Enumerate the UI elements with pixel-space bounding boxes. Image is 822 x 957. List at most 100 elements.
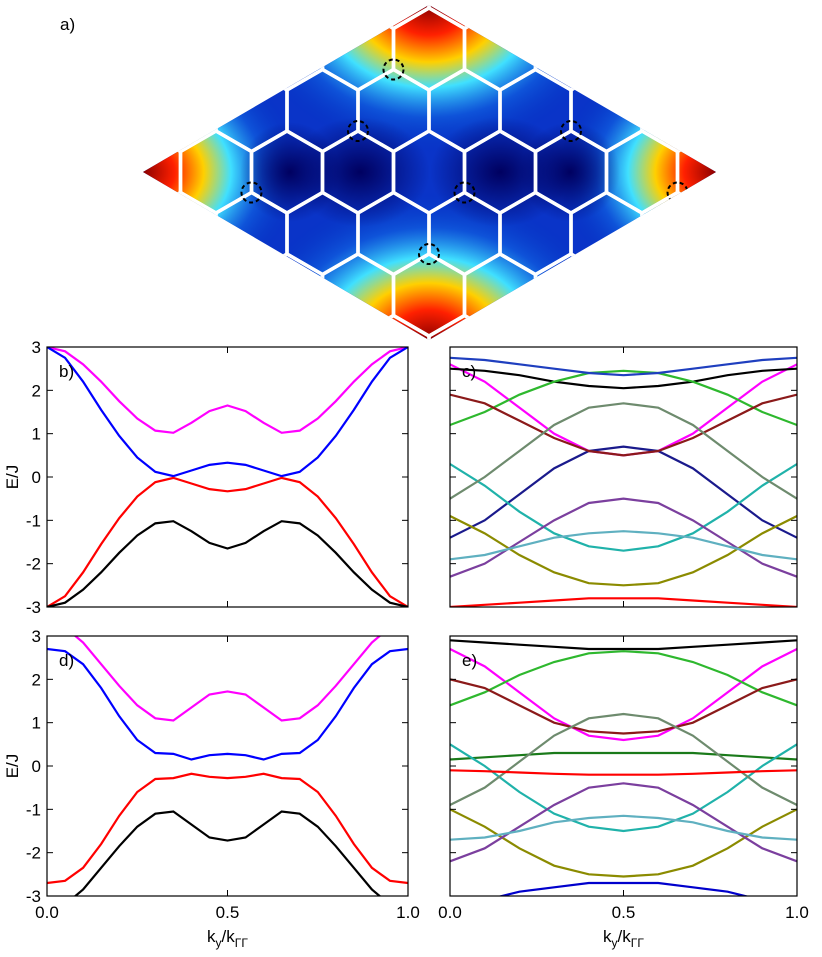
honeycomb-cell	[0, 8, 38, 90]
x-axis-label: ky/kΓΓ	[207, 927, 248, 950]
honeycomb-cell	[640, 5, 715, 31]
series-line	[47, 647, 408, 761]
y-tick-label: -1	[26, 511, 41, 530]
honeycomb-cell	[323, 377, 394, 459]
honeycomb-cell	[181, 377, 252, 459]
vertex-ring	[240, 181, 263, 204]
honeycomb-cell	[143, 313, 218, 340]
vertex-ring	[810, 60, 822, 80]
y-tick-label: -3	[26, 887, 41, 906]
honeycomb-cell	[604, 251, 680, 339]
series-line	[47, 347, 408, 434]
y-axis-label: E/J	[3, 465, 22, 490]
honeycomb-cell	[711, 5, 716, 31]
honeycomb-cell	[675, 5, 716, 93]
honeycomb-cell	[394, 377, 465, 459]
x-axis-label-part: /k	[618, 927, 632, 946]
honeycomb-cell	[3, 193, 74, 275]
honeycomb-cell	[38, 377, 109, 459]
y-tick-label: -1	[26, 800, 41, 819]
series-line	[450, 445, 797, 539]
series-line	[450, 650, 797, 707]
series-line	[450, 497, 797, 578]
series-line	[450, 530, 797, 561]
series-line	[450, 463, 797, 552]
honeycomb-cell	[498, 313, 573, 340]
panel-label: b)	[59, 362, 74, 381]
panel-label: d)	[59, 651, 74, 670]
series-line	[450, 751, 797, 761]
honeycomb-cell	[143, 5, 147, 31]
honeycomb-cell	[784, 0, 822, 29]
x-axis-label: ky/kΓΓ	[603, 927, 644, 950]
y-tick-label: 0	[32, 757, 41, 776]
vertex-ring	[418, 243, 440, 265]
series-line	[450, 369, 797, 427]
honeycomb-cell	[143, 67, 147, 154]
x-axis-label-subscript: y	[612, 936, 618, 950]
vertex-ring	[524, 304, 547, 327]
series-line	[450, 808, 797, 878]
vertex-ring	[143, 120, 156, 142]
series-line	[450, 515, 797, 587]
vertex-ring	[489, 5, 512, 19]
x-tick-label: 0.0	[35, 903, 59, 922]
vertex-ring	[311, 304, 334, 327]
x-tick-label: 1.0	[396, 903, 420, 922]
honeycomb-cell	[749, 131, 820, 213]
honeycomb-cell	[784, 193, 822, 275]
y-tick-label: 3	[32, 338, 41, 357]
x-tick-label: 0.5	[216, 903, 240, 922]
series-line	[73, 810, 382, 896]
honeycomb-cell	[569, 5, 644, 31]
honeycomb-cell	[285, 313, 360, 340]
honeycomb-cell	[675, 251, 716, 339]
series-line	[450, 597, 797, 607]
series-line	[450, 743, 797, 833]
vertex-ring	[383, 429, 403, 449]
honeycomb-cell	[784, 70, 822, 152]
y-tick-label: 2	[32, 381, 41, 400]
vertex-ring	[560, 120, 583, 142]
axes-frame	[46, 346, 409, 608]
series-line	[450, 393, 797, 457]
y-tick-label: 2	[32, 670, 41, 689]
y-tick-label: 1	[32, 425, 41, 444]
y-tick-label: -2	[26, 844, 41, 863]
y-tick-label: 3	[32, 627, 41, 646]
series-line	[450, 769, 797, 776]
vertex-ring	[774, 121, 794, 141]
honeycomb-cell	[252, 377, 323, 459]
axes-frame	[449, 346, 798, 608]
x-tick-label: 0.5	[612, 903, 636, 922]
vertex-ring	[346, 120, 369, 142]
honeycomb-cell	[38, 131, 109, 213]
vertex-ring	[490, 367, 510, 387]
honeycomb-cell	[0, 254, 38, 336]
panel-label: a)	[60, 15, 75, 34]
axes-frame	[449, 635, 798, 897]
honeycomb-cell	[38, 254, 109, 336]
axes-frame	[46, 635, 409, 897]
honeycomb-cell	[3, 70, 74, 152]
vertex-ring	[702, 5, 716, 19]
vertex-ring	[810, 429, 822, 449]
honeycomb-cell	[784, 316, 822, 398]
honeycomb-cell	[143, 5, 218, 31]
series-line	[450, 678, 797, 735]
honeycomb-cell	[178, 5, 254, 93]
series-line	[450, 782, 797, 863]
series-line	[47, 347, 408, 478]
series-line	[450, 648, 797, 742]
series-line	[47, 772, 408, 885]
vertex-ring	[204, 243, 227, 265]
vertex-ring	[453, 181, 476, 204]
y-tick-label: 1	[32, 714, 41, 733]
vertex-ring	[99, 306, 119, 326]
vertex-ring	[382, 58, 405, 81]
y-tick-label: 0	[32, 468, 41, 487]
heatmap	[0, 0, 822, 459]
vertex-ring	[28, 183, 48, 203]
x-axis-label-subscript: ΓΓ	[235, 936, 249, 950]
